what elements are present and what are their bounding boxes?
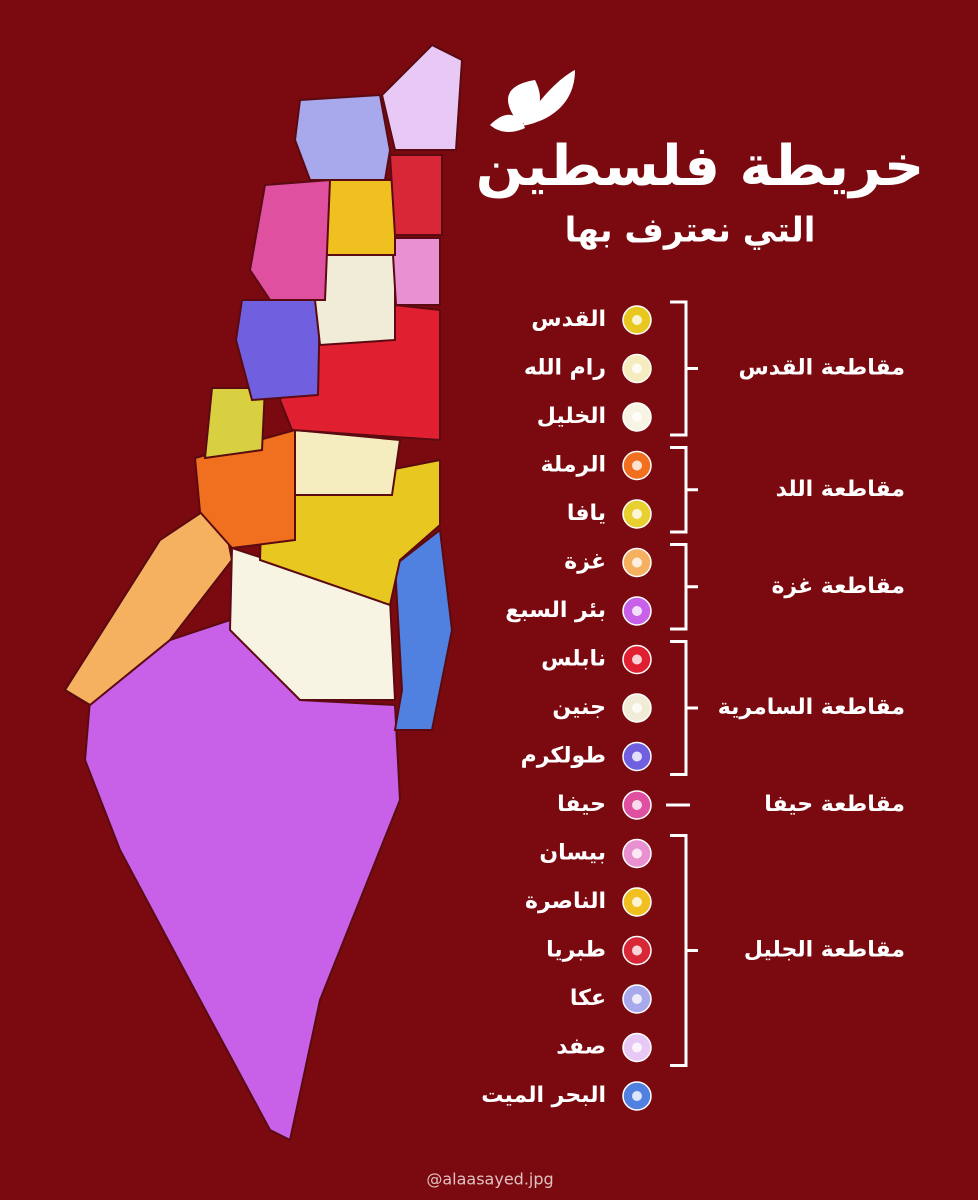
legend-label: بيسان bbox=[539, 841, 606, 866]
region-dead-sea bbox=[393, 528, 454, 731]
legend-icon-center bbox=[632, 509, 642, 519]
region-akka bbox=[293, 93, 392, 181]
legend-bracket bbox=[670, 543, 698, 631]
legend-label: يافا bbox=[567, 501, 606, 526]
region-haifa bbox=[248, 178, 332, 301]
legend-label: البحر الميت bbox=[481, 1083, 606, 1108]
region-tiberias bbox=[388, 154, 443, 236]
legend-group-name: مقاطعة السامرية bbox=[718, 695, 905, 720]
region-jaffa bbox=[203, 387, 267, 460]
region-nazareth bbox=[318, 179, 396, 256]
legend-icon-center bbox=[632, 848, 642, 859]
legend-label: رام الله bbox=[524, 356, 606, 381]
legend-label: عكا bbox=[570, 986, 606, 1011]
legend-icon-center bbox=[632, 703, 642, 713]
legend-label: الناصرة bbox=[525, 889, 606, 914]
map bbox=[63, 43, 464, 1142]
legend-icon-center bbox=[632, 412, 642, 422]
legend-icon-center bbox=[632, 800, 642, 810]
legend-label: جنين bbox=[552, 695, 606, 720]
legend-label: الخليل bbox=[537, 404, 606, 429]
legend-icon-center bbox=[632, 315, 642, 325]
region-baysan bbox=[390, 237, 441, 306]
legend-label: القدس bbox=[531, 307, 606, 332]
legend-label: طولكرم bbox=[521, 744, 606, 769]
legend-icon-center bbox=[632, 557, 642, 568]
legend-icon-center bbox=[632, 751, 642, 762]
region-ramallah bbox=[294, 428, 402, 496]
region-jerusalem bbox=[258, 458, 441, 607]
logo bbox=[490, 70, 575, 132]
region-ramla bbox=[193, 428, 296, 550]
legend-group-name: مقاطعة حيفا bbox=[764, 792, 905, 817]
legend-label: غزة bbox=[564, 550, 606, 575]
legend-label: بئر السبع bbox=[505, 598, 606, 623]
legend-icon-center bbox=[632, 654, 642, 665]
legend-icon-center bbox=[632, 897, 642, 907]
leaf bbox=[490, 114, 525, 132]
legend-icon-center bbox=[632, 1091, 642, 1101]
legend-bracket bbox=[670, 446, 698, 534]
legend-label: طبريا bbox=[546, 938, 606, 963]
legend-group-name: مقاطعة اللد bbox=[776, 477, 905, 502]
legend: القدس رام الله الخليل مقاطعة القدس الرملة ياف… bbox=[481, 300, 905, 1111]
legend-group-name: مقاطعة غزة bbox=[771, 574, 905, 599]
legend-bracket bbox=[670, 834, 698, 1067]
region-safad bbox=[380, 43, 464, 151]
legend-label: الرملة bbox=[541, 453, 606, 478]
region-tulkarm bbox=[234, 299, 322, 402]
title: خريطة فلسطين bbox=[476, 134, 925, 199]
legend-icon-center bbox=[632, 994, 642, 1004]
legend-icon-center bbox=[632, 1042, 642, 1053]
legend-icon-center bbox=[632, 460, 642, 471]
legend-label: نابلس bbox=[541, 647, 606, 672]
credit: @alaasayed.jpg bbox=[426, 1170, 553, 1189]
legend-icon-center bbox=[632, 606, 642, 616]
legend-label: حيفا bbox=[557, 792, 606, 817]
legend-label: صفد bbox=[556, 1035, 606, 1060]
legend-bracket bbox=[670, 640, 698, 776]
legend-icon-center bbox=[632, 945, 642, 956]
legend-group-name: مقاطعة الجليل bbox=[744, 938, 905, 963]
legend-bracket bbox=[670, 300, 698, 437]
subtitle: التي نعترف بها bbox=[565, 211, 816, 251]
legend-icon-center bbox=[632, 363, 642, 374]
leaf bbox=[522, 70, 575, 126]
legend-group-name: مقاطعة القدس bbox=[738, 356, 905, 381]
